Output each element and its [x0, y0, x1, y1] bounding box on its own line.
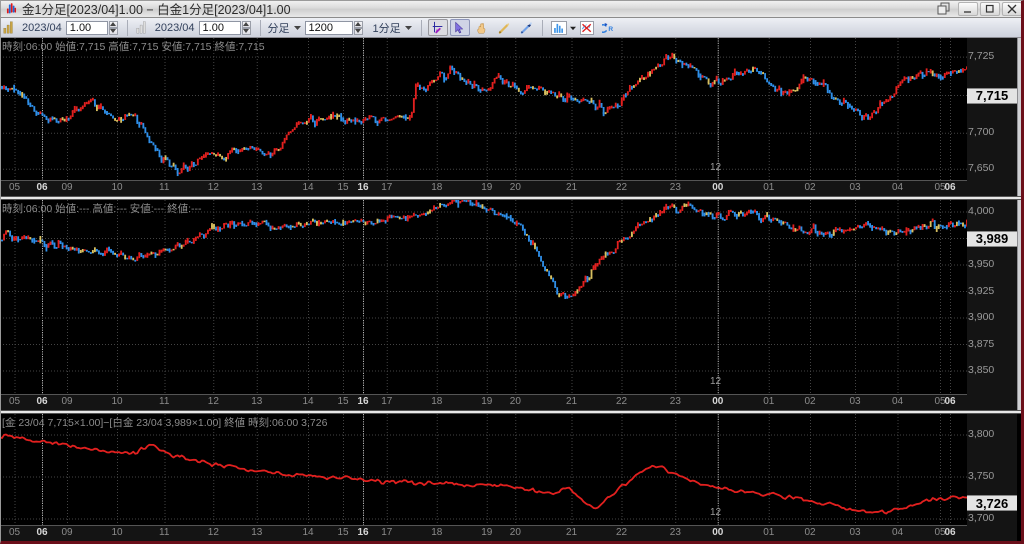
svg-text:R: R: [608, 26, 613, 33]
